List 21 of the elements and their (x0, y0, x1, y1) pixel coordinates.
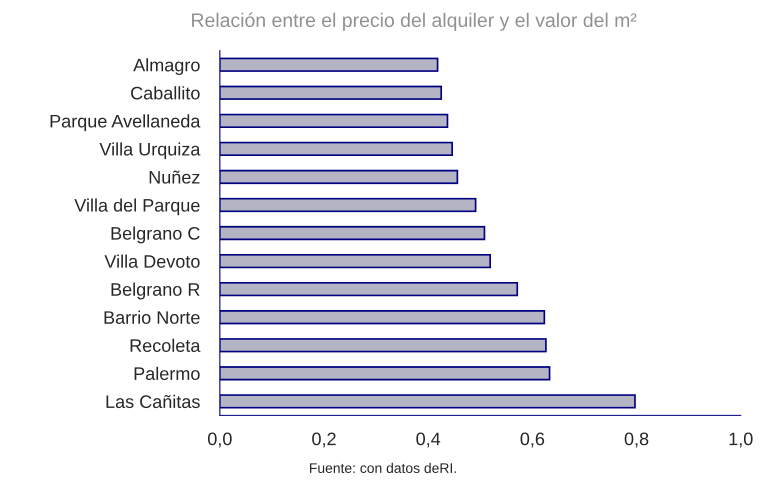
x-tick-label: 0,2 (312, 432, 336, 448)
y-tick-label: Las Cañitas (106, 394, 200, 408)
y-tick-label: Belgrano R (112, 282, 200, 300)
x-tick-label: 0,6 (520, 432, 544, 448)
y-tick-label: Villa del Parque (74, 198, 200, 216)
source-note: Fuente: con datos deRI. (310, 462, 456, 474)
y-tick-label: Barrio Norte (104, 310, 200, 324)
y-tick-label: Villa Urquiza (99, 142, 200, 160)
x-tick-label: 0,0 (208, 432, 232, 448)
y-tick-label: Belgrano C (112, 226, 200, 244)
y-tick-label: Palermo (134, 366, 200, 380)
y-tick-label: Almagro (133, 58, 200, 76)
y-tick-label: Parque Avellaneda (50, 114, 200, 132)
y-tick-label: Recoleta (130, 338, 200, 352)
x-tick-label: 0,8 (624, 432, 648, 448)
y-tick-label: Caballito (131, 86, 200, 100)
chart-title: Relación entre el precio del alquiler y el valor del m² (192, 12, 636, 31)
x-tick-label: 0,4 (416, 432, 440, 448)
x-tick-label: 1,0 (730, 432, 753, 448)
y-tick-label: Nuñez (150, 170, 200, 184)
y-tick-label: Villa Devoto (104, 254, 200, 268)
